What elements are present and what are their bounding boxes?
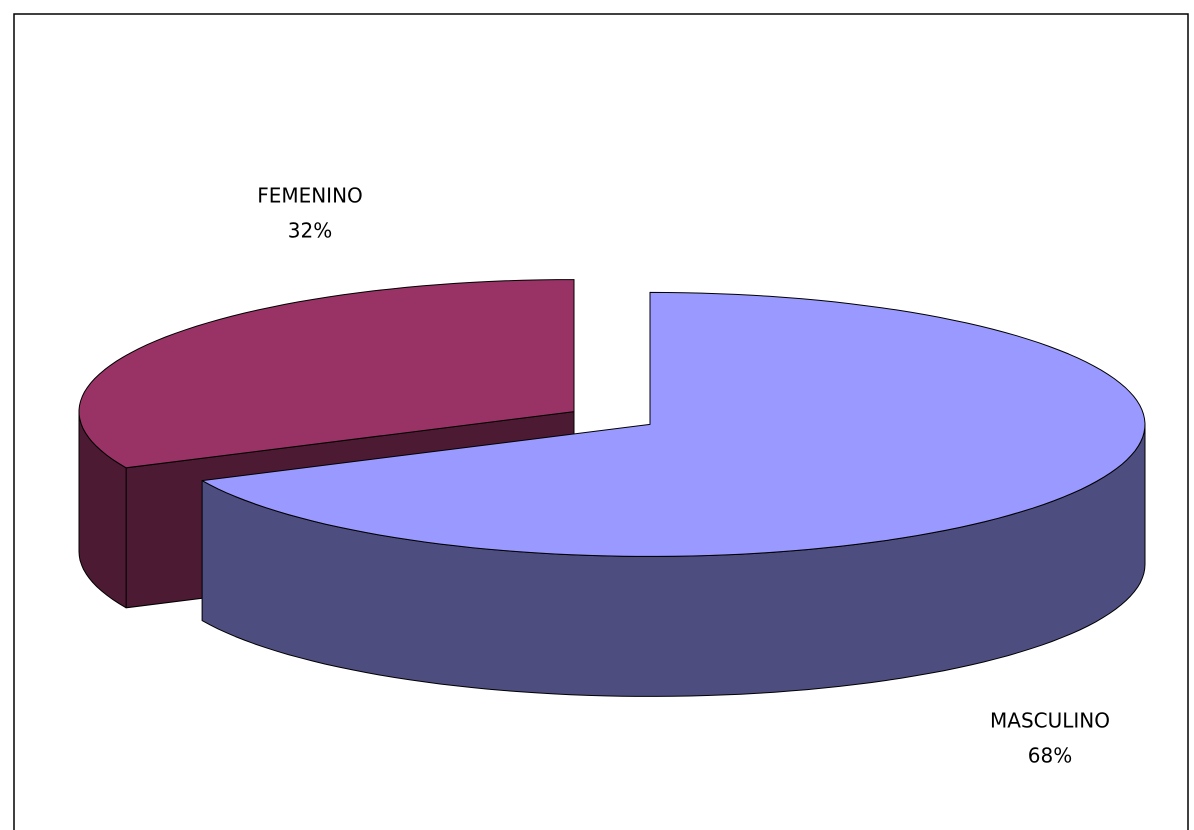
- chart-border: [13, 13, 1189, 830]
- data-label: 32%: [288, 219, 332, 243]
- data-label-name: MASCULINO: [990, 709, 1110, 733]
- data-label-name: FEMENINO: [257, 184, 363, 208]
- slice: [78, 279, 575, 469]
- data-label: 68%: [1028, 744, 1072, 768]
- slice: [201, 291, 1146, 557]
